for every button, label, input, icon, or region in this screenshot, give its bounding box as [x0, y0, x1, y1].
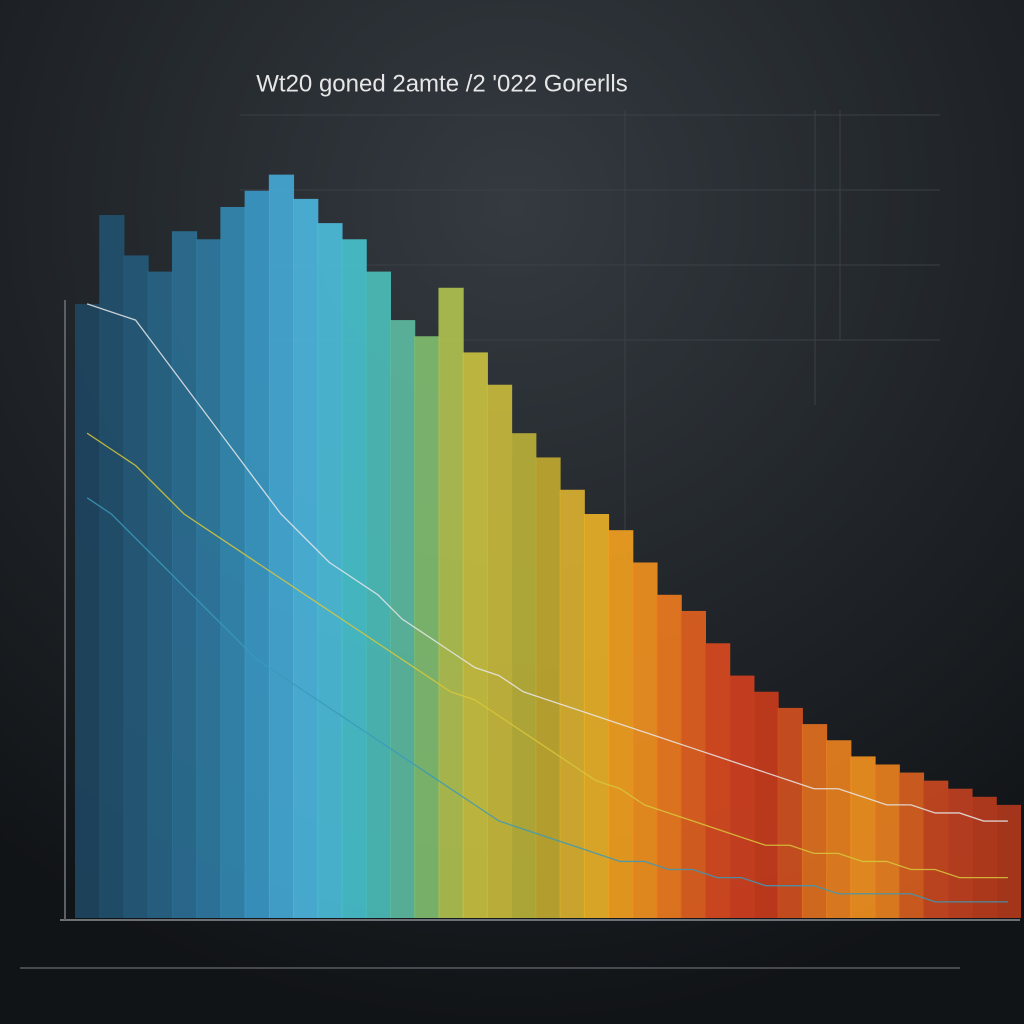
bar	[753, 691, 779, 918]
bar	[317, 223, 343, 918]
bar	[75, 303, 101, 918]
bar	[486, 384, 513, 919]
line-series	[86, 432, 1008, 879]
bar	[971, 796, 997, 918]
bar	[850, 756, 876, 918]
bar	[220, 206, 246, 918]
bar	[898, 772, 925, 918]
bar	[777, 707, 803, 918]
bar	[995, 804, 1021, 918]
bar	[462, 352, 488, 918]
bar	[680, 610, 706, 918]
bar	[414, 336, 440, 918]
bar	[511, 433, 537, 918]
bar	[632, 562, 658, 918]
bar	[99, 215, 125, 919]
line-series	[86, 497, 1008, 903]
line-series	[86, 303, 1008, 822]
bar	[874, 764, 900, 918]
bar	[147, 271, 173, 919]
bar	[535, 457, 561, 918]
bar	[705, 643, 731, 918]
bar	[171, 231, 198, 918]
bar	[947, 788, 973, 918]
bar	[656, 594, 682, 918]
bar	[268, 174, 295, 918]
bar	[196, 239, 222, 918]
bar	[923, 780, 949, 918]
bar	[438, 287, 464, 918]
bar	[559, 489, 585, 918]
chart-title: Wt20 goned 2amte /2 '022 Gorerlls	[256, 70, 627, 97]
bar	[123, 255, 149, 918]
bar	[293, 198, 319, 918]
bar	[729, 675, 755, 918]
bar	[244, 190, 270, 919]
bar	[826, 740, 852, 918]
